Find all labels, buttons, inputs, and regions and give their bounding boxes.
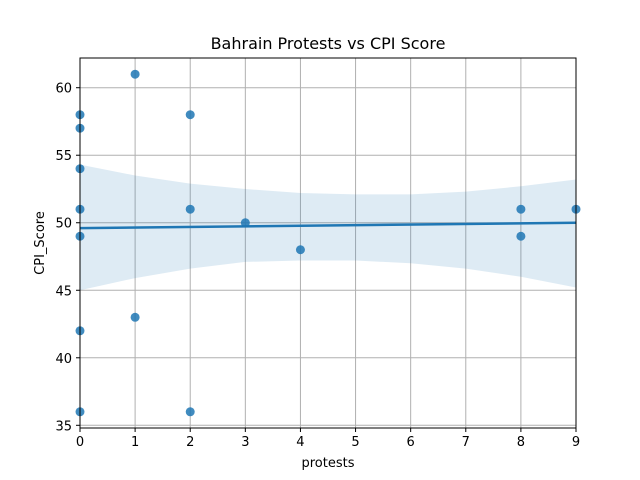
chart-title: Bahrain Protests vs CPI Score <box>211 34 446 53</box>
y-tick-label: 40 <box>55 352 72 367</box>
data-point <box>130 312 140 322</box>
x-axis-ticks: 0 1 2 3 4 5 6 7 8 9 <box>76 428 580 450</box>
x-tick-label: 6 <box>407 435 415 450</box>
data-point <box>516 204 526 214</box>
y-tick-label: 35 <box>55 419 72 434</box>
x-tick-label: 4 <box>296 435 304 450</box>
confidence-band-area <box>80 164 576 291</box>
x-tick-label: 3 <box>241 435 249 450</box>
x-tick-label: 2 <box>186 435 194 450</box>
y-tick-label: 55 <box>55 149 72 164</box>
data-point <box>185 407 195 417</box>
data-point <box>240 218 250 228</box>
data-point <box>185 204 195 214</box>
x-tick-label: 9 <box>572 435 580 450</box>
x-axis-label: protests <box>301 456 354 471</box>
x-tick-label: 8 <box>517 435 525 450</box>
data-point <box>130 69 140 79</box>
regression-line-path <box>79 221 577 230</box>
x-tick-label: 0 <box>76 435 84 450</box>
data-point <box>516 231 526 241</box>
y-tick-label: 60 <box>55 82 72 97</box>
confidence-band <box>80 164 576 291</box>
data-point <box>295 245 305 255</box>
y-axis-ticks: 35 40 45 50 55 60 <box>55 82 80 434</box>
plot-frame <box>79 57 577 429</box>
y-tick-label: 50 <box>55 217 72 232</box>
data-point <box>185 110 195 120</box>
x-tick-label: 5 <box>351 435 359 450</box>
regression-line <box>79 221 577 230</box>
x-tick-label: 1 <box>131 435 139 450</box>
y-axis-label: CPI_Score <box>33 211 48 275</box>
x-tick-label: 7 <box>462 435 470 450</box>
y-tick-label: 45 <box>55 284 72 299</box>
